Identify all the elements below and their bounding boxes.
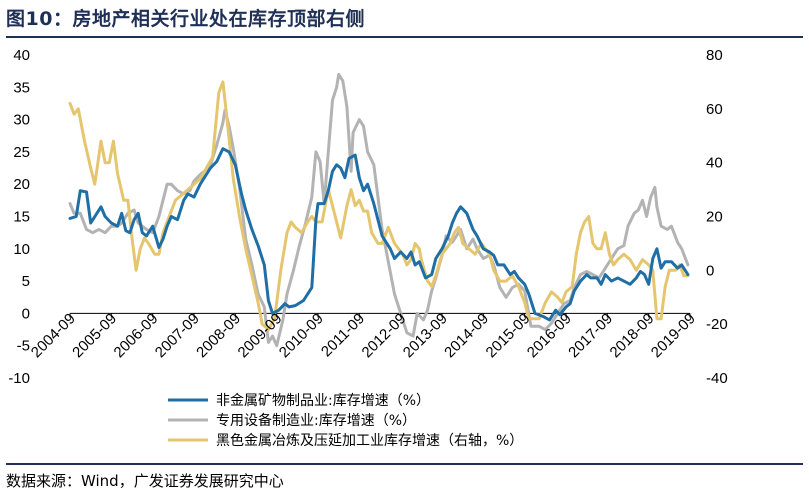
- right-tick-label: 60: [706, 101, 723, 118]
- x-tick-label: 2012-09: [359, 310, 410, 361]
- left-axis-ticks: -10 -5 0 5 10 15 20 25 30 35 40: [8, 47, 30, 387]
- source-note: 数据来源：Wind，广发证券发展研究中心: [6, 472, 284, 490]
- left-tick-label: 5: [22, 273, 30, 290]
- x-tick-label: 2015-09: [483, 310, 534, 361]
- x-tick-label: 2014-09: [441, 310, 492, 361]
- legend-label-2: 专用设备制造业:库存增速（%）: [216, 412, 416, 429]
- series-line-1: [68, 147, 690, 322]
- x-tick-label: 2008-09: [193, 310, 244, 361]
- chart-title: 图10：房地产相关行业处在库存顶部右侧: [6, 8, 365, 30]
- x-tick-label: 2018-09: [607, 310, 658, 361]
- right-tick-label: 80: [706, 47, 723, 64]
- source-rule: [6, 463, 803, 465]
- x-tick-label: 2007-09: [152, 310, 203, 361]
- left-tick-label: 25: [13, 144, 30, 161]
- right-tick-label: -20: [706, 316, 728, 333]
- left-tick-label: 35: [13, 79, 30, 96]
- x-tick-label: 2017-09: [565, 310, 616, 361]
- right-tick-label: 20: [706, 209, 723, 226]
- legend-label-3: 黑色金属冶炼及压延加工业库存增速（右轴，%）: [216, 432, 523, 449]
- x-tick-label: 2004-09: [28, 310, 79, 361]
- left-tick-label: -5: [17, 338, 30, 355]
- x-tick-label: 2006-09: [111, 310, 162, 361]
- x-tick-label: 2005-09: [69, 310, 120, 361]
- series-line-3: [68, 80, 690, 332]
- right-tick-label: 0: [706, 262, 714, 279]
- left-tick-label: 10: [13, 241, 30, 258]
- x-tick-label: 2011-09: [318, 310, 368, 360]
- title-rule: [6, 36, 803, 38]
- right-tick-label: -40: [706, 370, 728, 387]
- left-tick-label: -10: [8, 370, 30, 387]
- series-line-2: [68, 72, 690, 348]
- right-axis-ticks: -40 -20 0 20 40 60 80: [706, 47, 728, 387]
- x-axis-ticks: 2004-092005-092006-092007-092008-092009-…: [28, 310, 699, 361]
- right-tick-label: 40: [706, 155, 723, 172]
- left-tick-label: 30: [13, 112, 30, 129]
- legend: 非金属矿物制品业:库存增速（%） 专用设备制造业:库存增速（%） 黑色金属冶炼及压延…: [168, 393, 523, 449]
- left-tick-label: 15: [13, 209, 30, 226]
- series-layer: [68, 72, 690, 348]
- left-tick-label: 0: [22, 305, 30, 322]
- legend-label-1: 非金属矿物制品业:库存增速（%）: [216, 393, 430, 409]
- left-tick-label: 40: [13, 47, 30, 64]
- left-tick-label: 20: [13, 176, 30, 193]
